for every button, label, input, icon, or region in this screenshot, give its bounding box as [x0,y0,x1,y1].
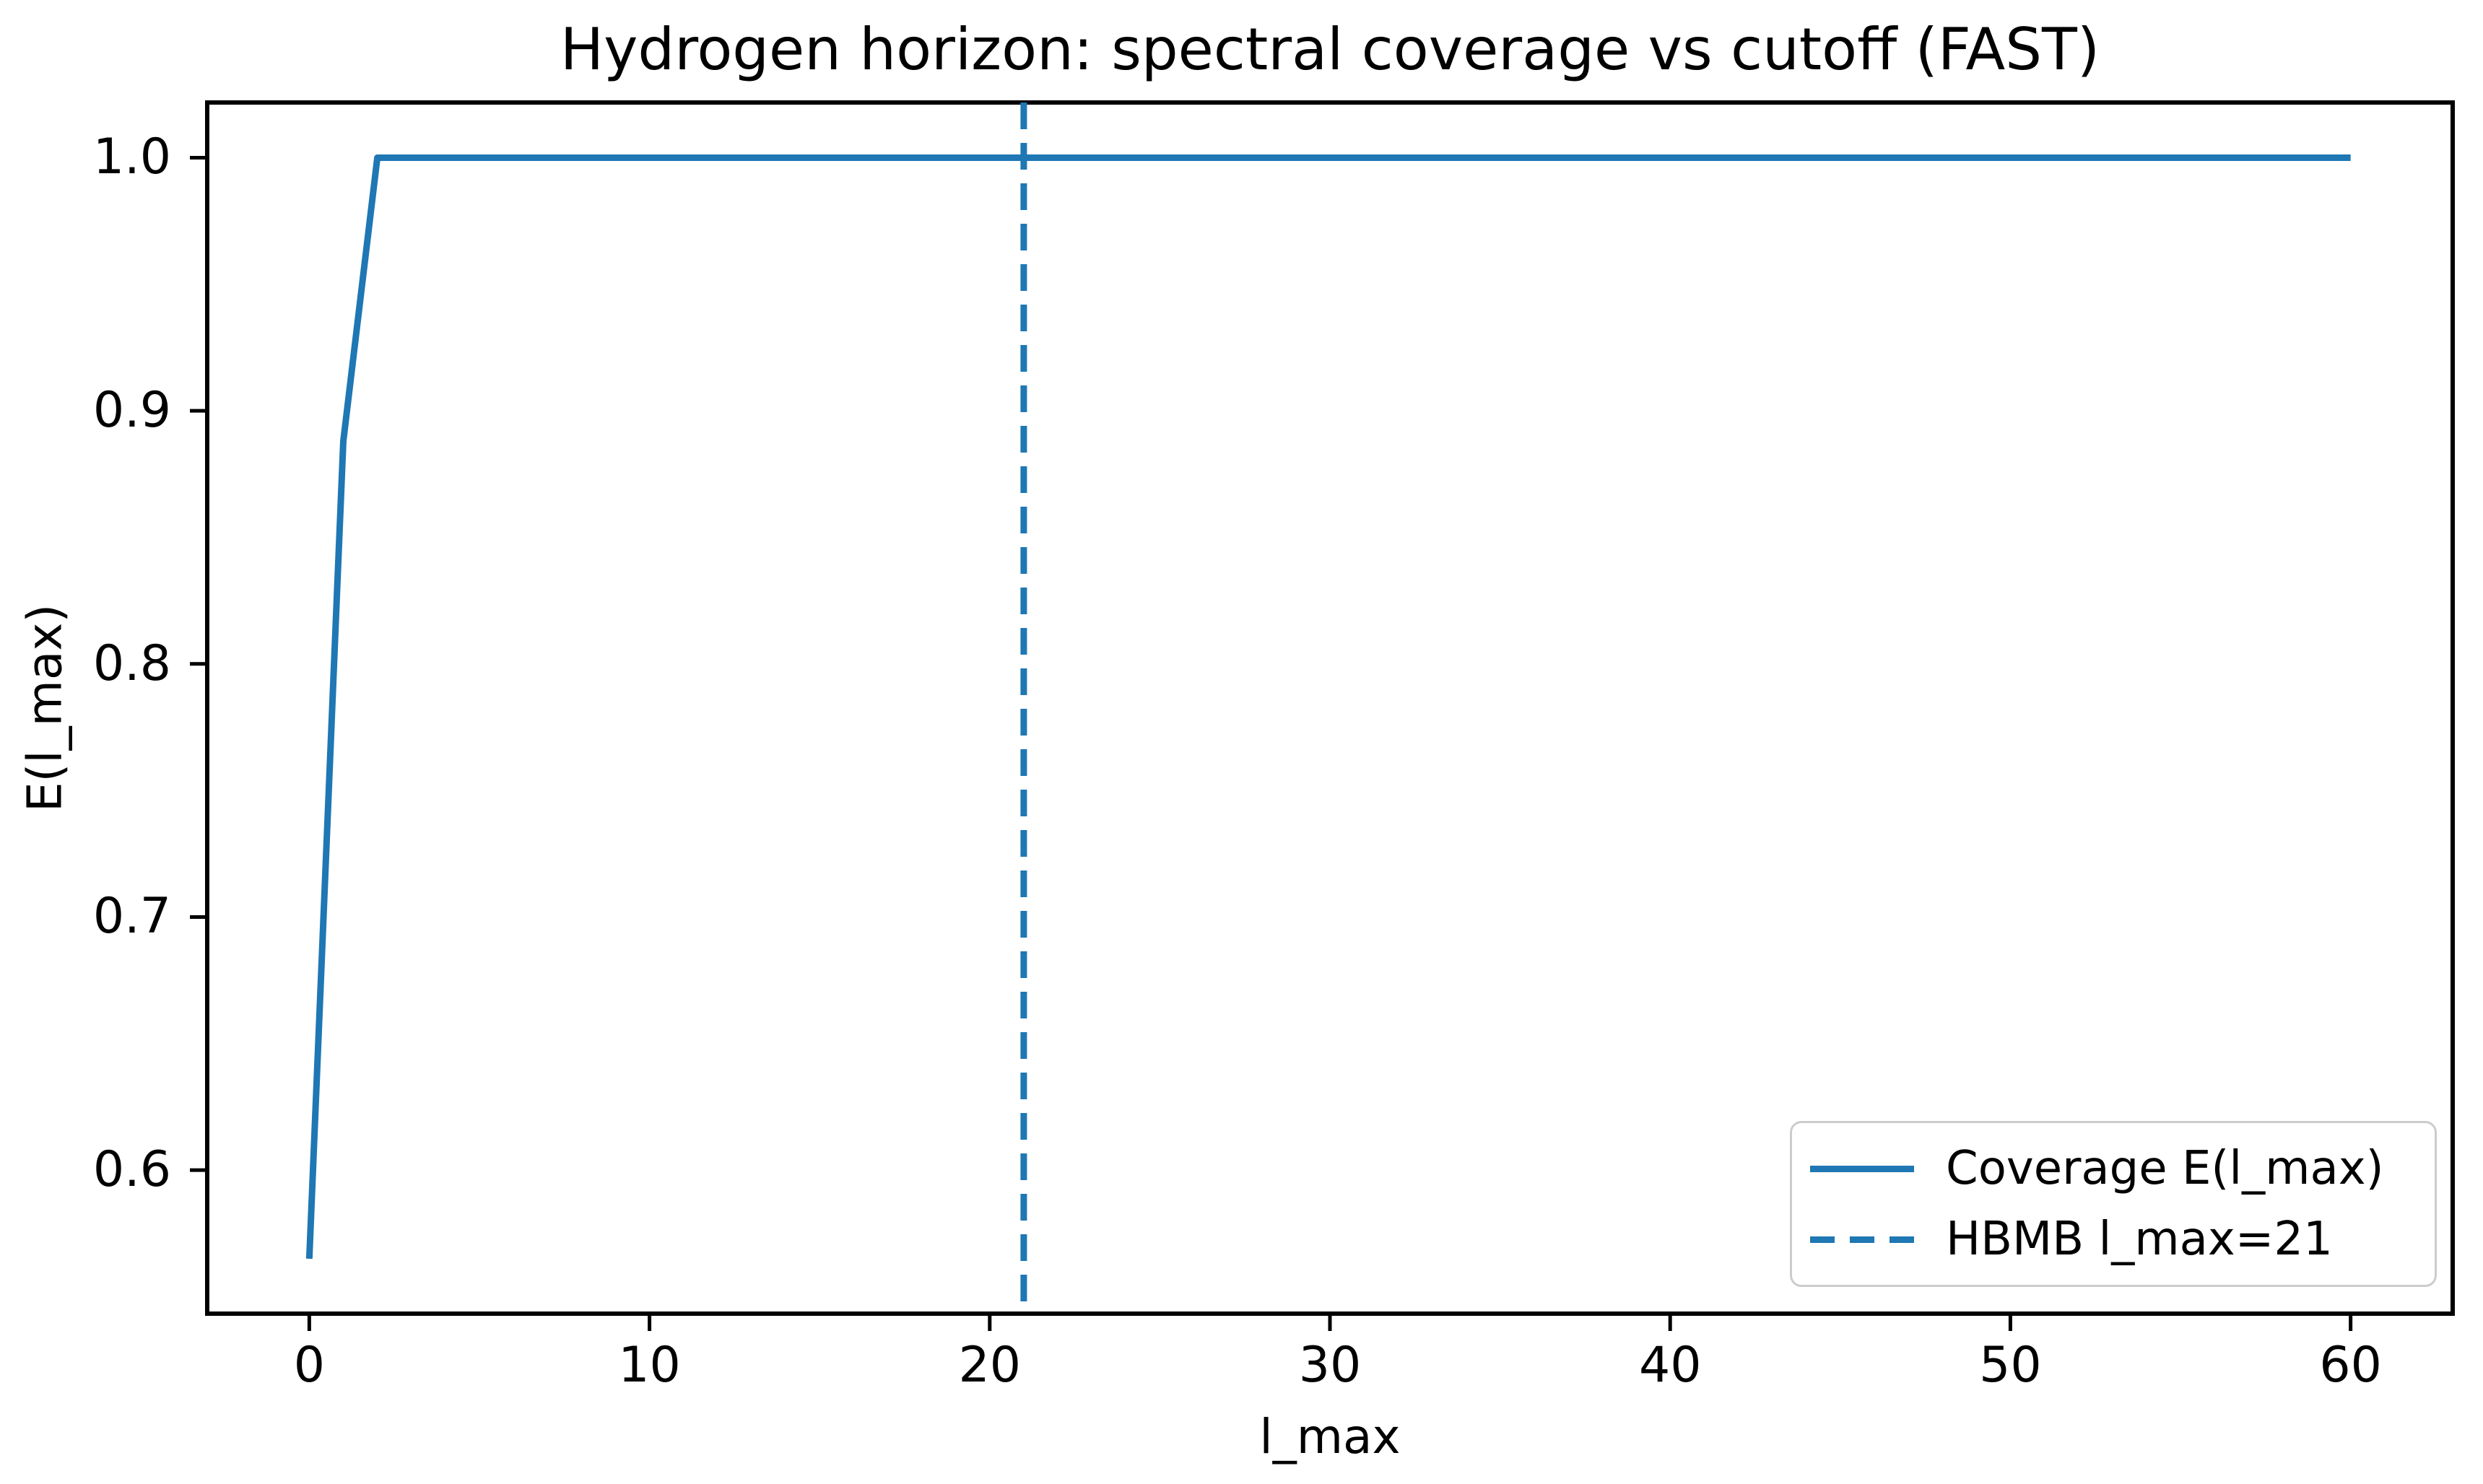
y-tick-label: 0.8 [92,634,171,692]
y-tick-label: 1.0 [92,128,171,186]
x-tick-label: 60 [2319,1337,2382,1394]
x-tick-label: 10 [618,1337,681,1394]
legend-entry: Coverage E(l_max) [1810,1136,2427,1201]
x-tick-label: 50 [1979,1337,2042,1394]
legend-line-sample-dashed [1810,1236,1914,1243]
y-tick-label: 0.7 [92,888,171,946]
y-tick-label: 0.9 [92,382,171,440]
y-tick-label: 0.6 [92,1141,171,1199]
legend-entry: HBMB l_max=21 [1810,1207,2427,1272]
legend-entry-label: HBMB l_max=21 [1946,1213,2333,1266]
legend-entry-label: Coverage E(l_max) [1946,1142,2384,1195]
legend-line-sample-solid [1810,1165,1914,1172]
x-tick-label: 40 [1638,1337,1702,1394]
chart-title: Hydrogen horizon: spectral coverage vs c… [560,16,2100,83]
x-tick-label: 20 [958,1337,1022,1394]
x-tick-label: 30 [1298,1337,1362,1394]
x-tick-label: 0 [293,1337,325,1394]
x-axis-label: l_max [1259,1409,1401,1465]
legend: Coverage E(l_max) HBMB l_max=21 [1790,1121,2437,1287]
coverage-line [305,154,2351,1260]
